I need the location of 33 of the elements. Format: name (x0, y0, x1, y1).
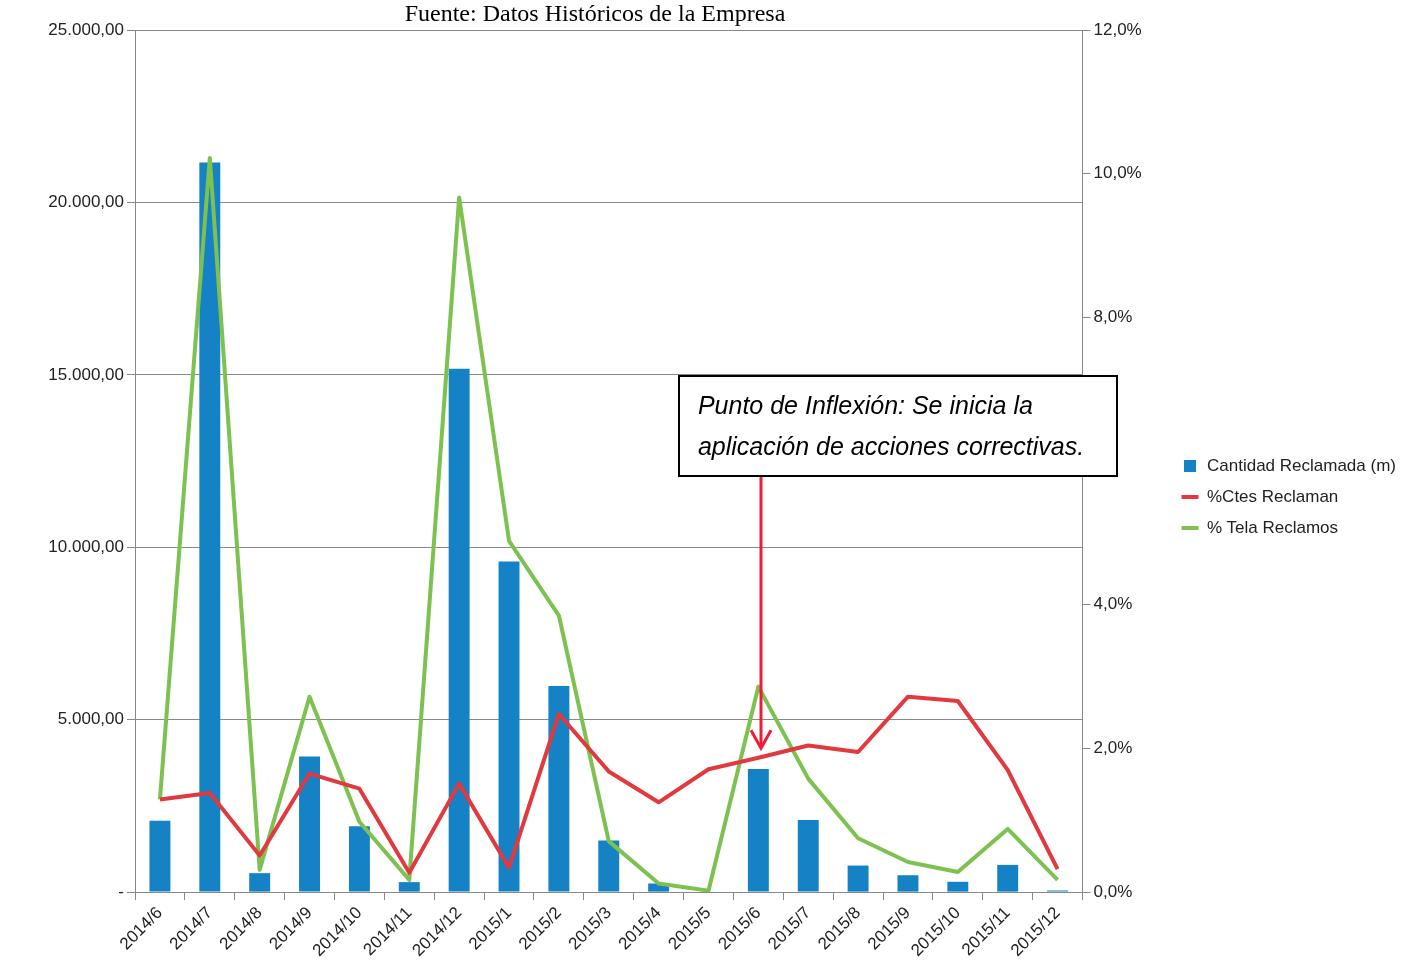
y2-tick-label: 12,0% (1093, 19, 1142, 39)
bar (149, 820, 171, 892)
y-tick-label: 20.000,00 (48, 192, 124, 212)
legend-label: Cantidad Reclamada (m) (1207, 455, 1396, 475)
bar (997, 864, 1019, 892)
annotation: Punto de Inflexión: Se inicia la aplicación de acciones correctivas. (677, 374, 1118, 477)
bar (299, 756, 321, 892)
bar (747, 769, 769, 892)
legend-label: %Ctes Reclaman (1207, 486, 1339, 506)
bar (797, 820, 819, 892)
y2-tick-label: 8,0% (1093, 307, 1133, 327)
bar (897, 875, 919, 892)
legend-label: % Tela Reclamos (1207, 517, 1339, 537)
bar (448, 368, 470, 892)
y-tick-label: - (118, 881, 124, 901)
bar (947, 881, 969, 892)
y2-tick-label: 4,0% (1093, 594, 1133, 614)
bar (348, 826, 370, 892)
y-tick-label: 15.000,00 (48, 364, 124, 384)
bar (598, 840, 620, 892)
bar (249, 873, 271, 892)
bar (199, 162, 221, 892)
y-tick-label: 25.000,00 (48, 19, 124, 39)
y2-tick-label: 0,0% (1093, 881, 1133, 901)
y-tick-label: 5.000,00 (57, 709, 124, 729)
bar (398, 882, 420, 892)
chart-title: Fuente: Datos Históricos de la Empresa (404, 0, 786, 26)
y2-tick-label: 2,0% (1093, 738, 1133, 758)
bar (548, 685, 570, 892)
bar (498, 561, 520, 892)
y-tick-label: 10.000,00 (48, 536, 124, 556)
y2-tick-label: 10,0% (1093, 163, 1142, 183)
bar (847, 865, 869, 892)
